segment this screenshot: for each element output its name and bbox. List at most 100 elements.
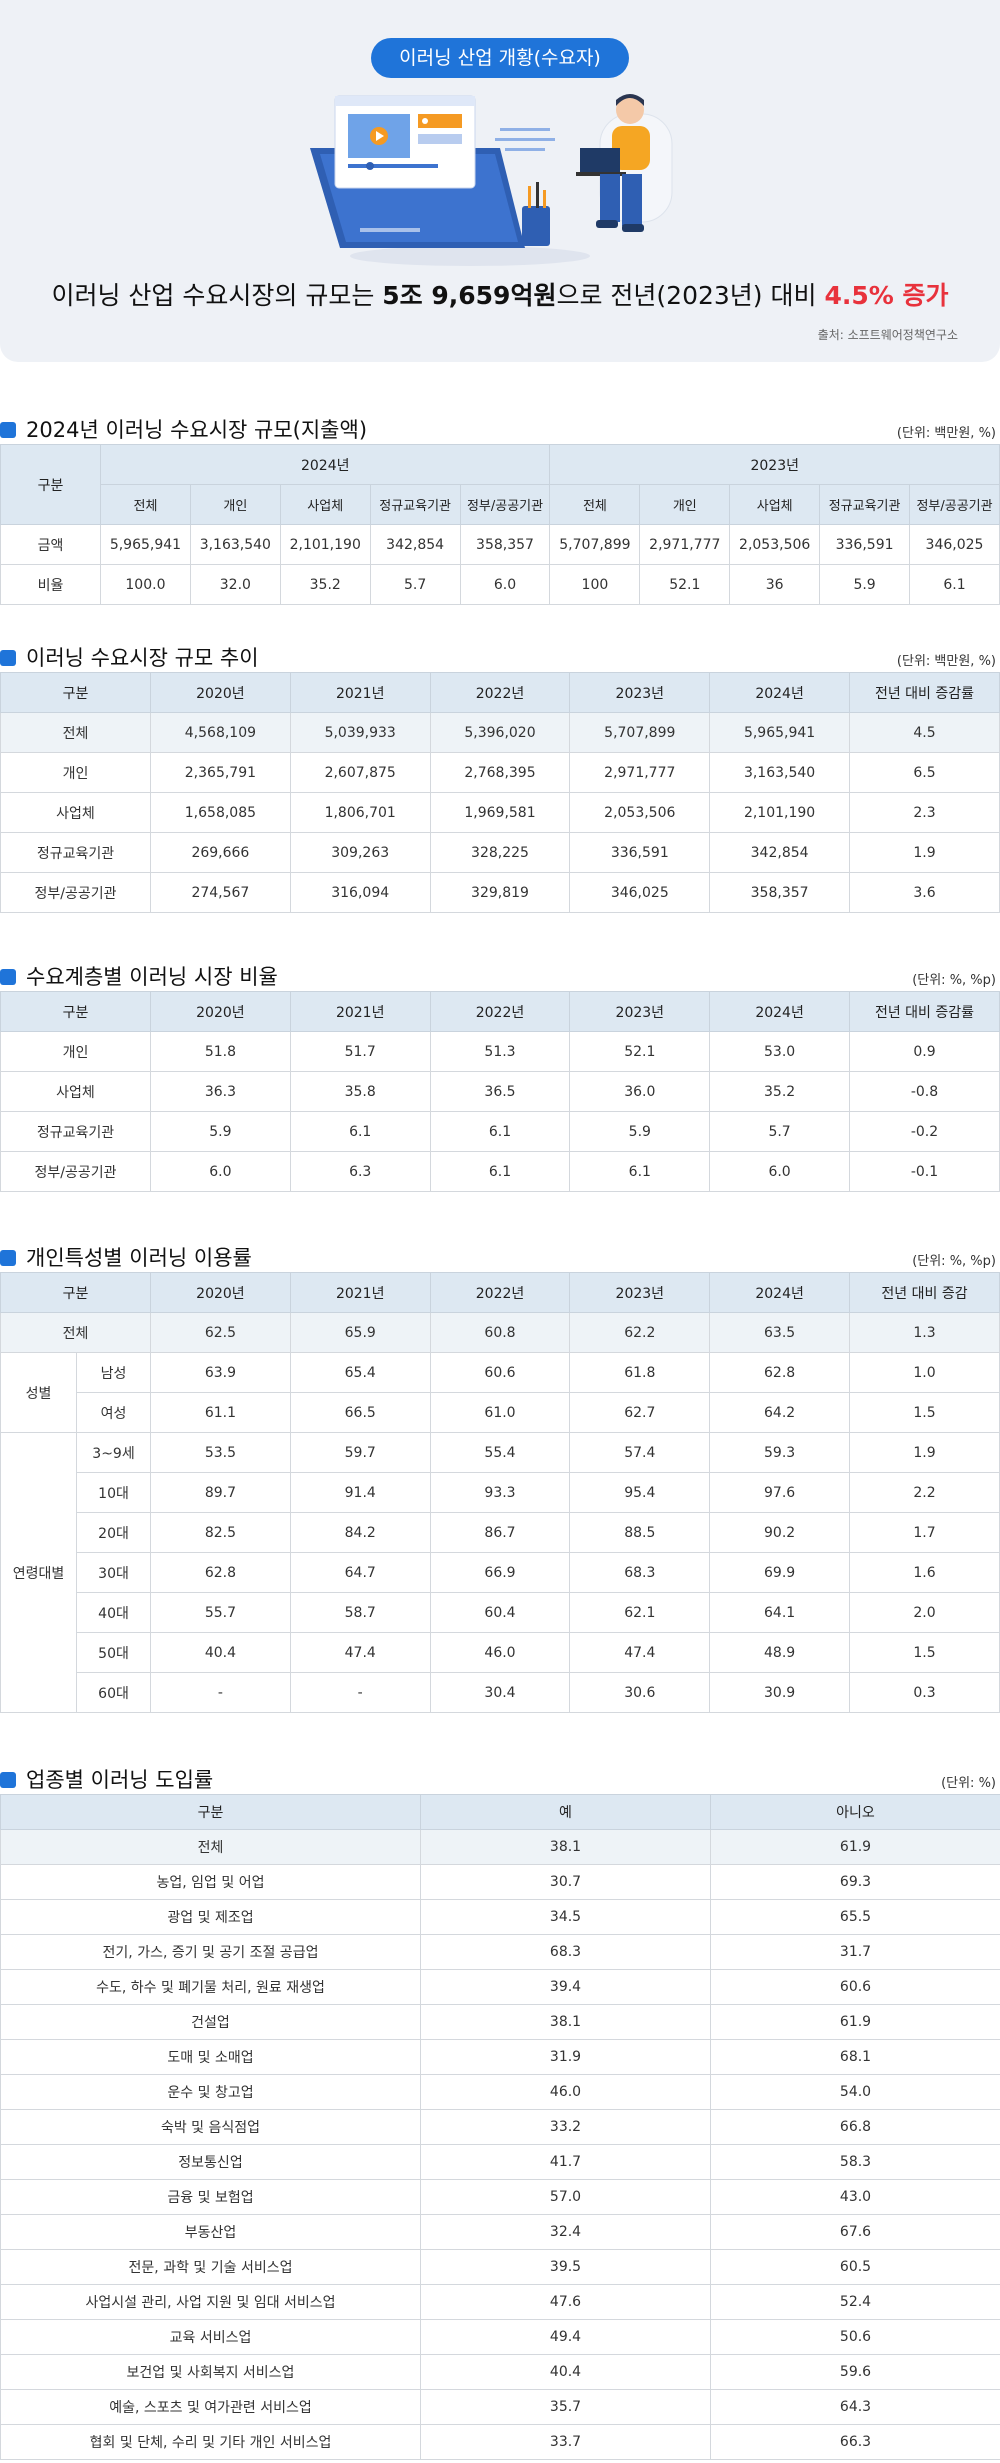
square-bullet-icon — [0, 650, 16, 666]
data-cell: 59.6 — [710, 2354, 1000, 2390]
header-cell: 정규교육기관 — [819, 484, 911, 525]
header-cell: 전년 대비 증감률 — [849, 991, 1000, 1032]
header-cell: 예 — [420, 1794, 711, 1830]
table-row: 비율 100.0 32.0 35.2 5.7 6.0 100 52.1 36 5.9 6.1 — [0, 564, 1000, 605]
data-cell: 95.4 — [569, 1472, 711, 1513]
data-cell: 1,969,581 — [429, 792, 571, 833]
data-cell: 100.0 — [100, 564, 191, 605]
data-cell: 30.4 — [429, 1672, 571, 1713]
header-cell: 2022년 — [429, 1272, 571, 1313]
data-cell: 61.9 — [710, 2004, 1000, 2040]
header-cell: 사업체 — [279, 484, 371, 525]
row-label: 전체 — [0, 1312, 152, 1353]
data-cell: 41.7 — [420, 2144, 711, 2180]
header-cell: 2024년 — [709, 991, 850, 1032]
data-cell: 62.5 — [150, 1312, 291, 1353]
data-cell: 65.5 — [710, 1899, 1000, 1935]
data-cell: 5.9 — [819, 564, 911, 605]
row-label: 남성 — [75, 1352, 152, 1393]
header-cell: 2021년 — [289, 1272, 431, 1313]
table-row: 예술, 스포츠 및 여가관련 서비스업 35.7 64.3 — [0, 2389, 1000, 2425]
data-cell: 60.4 — [429, 1592, 571, 1633]
row-label: 예술, 스포츠 및 여가관련 서비스업 — [0, 2389, 421, 2425]
header-cell: 개인 — [189, 484, 281, 525]
data-cell: 57.0 — [420, 2179, 711, 2215]
table-row: 정부/공공기관 6.0 6.3 6.1 6.1 6.0 -0.1 — [0, 1151, 1000, 1192]
row-label: 정부/공공기관 — [0, 1151, 151, 1192]
data-cell: 47.4 — [289, 1632, 431, 1673]
row-label: 전체 — [0, 712, 151, 753]
header-cell: 2024년 — [709, 672, 850, 713]
data-cell: 64.1 — [709, 1592, 850, 1633]
data-cell: 35.8 — [289, 1071, 431, 1112]
unit-note: (단위: %) — [941, 1776, 996, 1791]
data-cell: 3.6 — [849, 872, 1000, 913]
header-cell: 정규교육기관 — [369, 484, 461, 525]
section-demand-ratio: 수요계층별 이러닝 시장 비율 (단위: %, %p) 구분 2020년 2021년… — [0, 955, 1000, 1192]
data-cell: -0.2 — [849, 1111, 1000, 1152]
data-cell: 33.7 — [420, 2424, 711, 2460]
data-cell: 5,965,941 — [100, 524, 191, 565]
table-row: 금액 5,965,941 3,163,540 2,101,190 342,854 358,… — [0, 524, 1000, 565]
table-row: 수도, 하수 및 폐기물 처리, 원료 재생업 39.4 60.6 — [0, 1969, 1000, 2005]
data-cell: 3,163,540 — [189, 524, 281, 565]
data-cell: 336,591 — [819, 524, 911, 565]
data-cell: 82.5 — [150, 1512, 291, 1553]
data-cell: 57.4 — [569, 1432, 711, 1473]
data-cell: 31.7 — [710, 1934, 1000, 1970]
header-cell: 정부/공공기관 — [459, 484, 551, 525]
row-label: 사업체 — [0, 1071, 151, 1112]
data-cell: 62.7 — [569, 1392, 711, 1433]
data-cell: 40.4 — [420, 2354, 711, 2390]
data-cell: 2,971,777 — [569, 752, 711, 793]
table-row: 사업시설 관리, 사업 지원 및 임대 서비스업 47.6 52.4 — [0, 2284, 1000, 2320]
data-cell: 6.1 — [569, 1151, 711, 1192]
table-row: 도매 및 소매업 31.9 68.1 — [0, 2039, 1000, 2075]
data-cell: 342,854 — [369, 524, 461, 565]
data-cell: 54.0 — [710, 2074, 1000, 2110]
data-cell: 30.9 — [709, 1672, 850, 1713]
header-cell: 2023년 — [569, 1272, 711, 1313]
data-cell: 6.1 — [429, 1151, 571, 1192]
data-cell: 6.3 — [289, 1151, 431, 1192]
data-cell: 1.5 — [849, 1632, 1000, 1673]
data-cell: 61.0 — [429, 1392, 571, 1433]
data-cell: 4,568,109 — [150, 712, 291, 753]
row-label: 교육 서비스업 — [0, 2319, 421, 2355]
section-market-size-2024: 2024년 이러닝 수요시장 규모(지출액) (단위: 백만원, %) 구분 2… — [0, 408, 1000, 605]
section-title: 이러닝 수요시장 규모 추이 — [0, 642, 259, 672]
data-cell: 36 — [729, 564, 821, 605]
section-title: 업종별 이러닝 도입률 — [0, 1764, 213, 1794]
data-cell: 346,025 — [909, 524, 1000, 565]
data-cell: 47.4 — [569, 1632, 711, 1673]
data-cell: 6.5 — [849, 752, 1000, 793]
data-cell: 269,666 — [150, 832, 291, 873]
data-cell: 309,263 — [289, 832, 431, 873]
table-row: 30대 62.8 64.7 66.9 68.3 69.9 1.6 — [1, 1552, 1000, 1593]
market-trend-table: 구분 2020년 2021년 2022년 2023년 2024년 전년 대비 증감률 전체 4… — [0, 672, 1000, 913]
hero-banner: 이러닝 산업 개황(수요자) — [0, 0, 1000, 362]
data-cell: 346,025 — [569, 872, 711, 913]
data-cell: 0.9 — [849, 1031, 1000, 1072]
section-title: 수요계층별 이러닝 시장 비율 — [0, 961, 278, 991]
section-title: 2024년 이러닝 수요시장 규모(지출액) — [0, 414, 367, 444]
data-cell: 64.2 — [709, 1392, 850, 1433]
data-cell: 38.1 — [420, 1829, 711, 1865]
group-label: 연령대별 — [0, 1432, 77, 1713]
data-cell: 61.1 — [150, 1392, 291, 1433]
row-label: 전기, 가스, 증기 및 공기 조절 공급업 — [0, 1934, 421, 1970]
data-cell: 2.3 — [849, 792, 1000, 833]
table-row: 전체 38.1 61.9 — [0, 1829, 1000, 1865]
data-cell: 33.2 — [420, 2109, 711, 2145]
header-cell: 2020년 — [150, 672, 291, 713]
elearning-illustration — [310, 94, 673, 266]
data-cell: -0.1 — [849, 1151, 1000, 1192]
data-cell: 342,854 — [709, 832, 850, 873]
data-cell: 2,971,777 — [639, 524, 731, 565]
data-cell: 35.2 — [709, 1071, 850, 1112]
header-cell: 구분 — [0, 1272, 152, 1313]
table-row: 협회 및 단체, 수리 및 기타 개인 서비스업 33.7 66.3 — [0, 2424, 1000, 2460]
data-cell: 89.7 — [150, 1472, 291, 1513]
header-cell: 2024년 — [709, 1272, 850, 1313]
table-row: 전문, 과학 및 기술 서비스업 39.5 60.5 — [0, 2249, 1000, 2285]
